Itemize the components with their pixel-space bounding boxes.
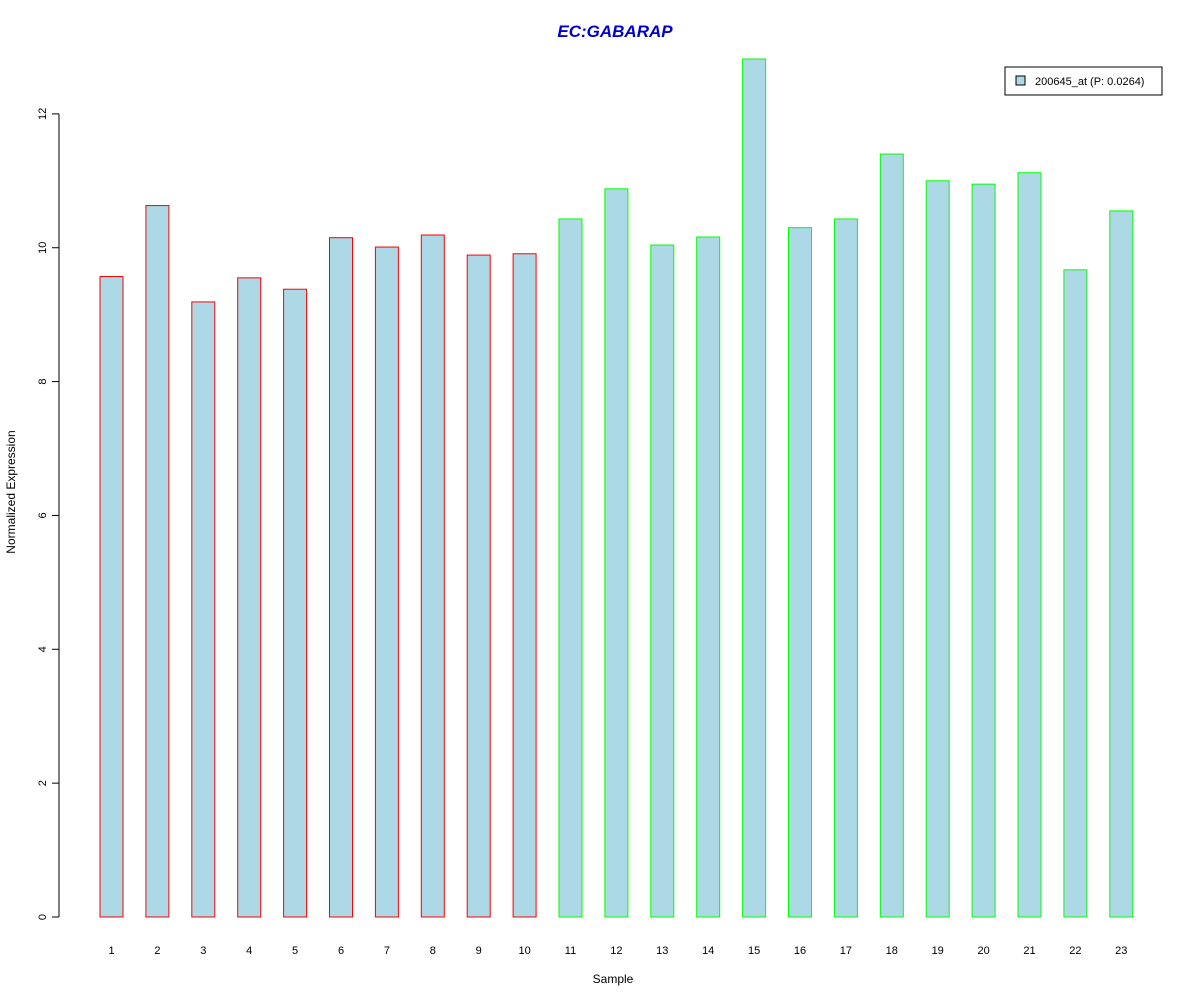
- y-tick-label: 4: [37, 646, 49, 652]
- y-tick-label: 2: [37, 780, 49, 786]
- x-tick-label: 16: [794, 945, 806, 957]
- x-tick-labels: 1 2 3 4 5 6 7 8 9 10 11 12 13 14 15 16 17 18 19 20 21 22 23: [108, 945, 1127, 957]
- x-tick-label: 11: [565, 945, 576, 957]
- y-tick-label: 12: [37, 108, 49, 120]
- x-tick-label: 13: [656, 945, 668, 957]
- x-tick-label: 4: [246, 945, 252, 957]
- legend-label: 200645_at (P: 0.0264): [1035, 76, 1144, 88]
- x-tick-label: 18: [886, 945, 898, 957]
- bar-sample-12: [604, 188, 629, 918]
- bar-sample-7: [374, 246, 399, 918]
- bar-sample-3: [191, 301, 216, 918]
- bar-sample-1: [99, 276, 124, 918]
- y-tick-label: 10: [37, 242, 49, 254]
- y-tick-label: 8: [37, 379, 49, 385]
- legend-box: [1004, 66, 1163, 96]
- bar-sample-18: [879, 153, 904, 918]
- bar-sample-9: [466, 254, 491, 918]
- bar-sample-6: [329, 237, 353, 918]
- bar-sample-11: [558, 218, 583, 918]
- x-axis-label: Sample: [593, 972, 634, 986]
- x-tick-label: 5: [292, 945, 298, 957]
- bar-sample-13: [650, 244, 675, 918]
- x-tick-label: 12: [610, 945, 622, 957]
- x-tick-label: 21: [1023, 945, 1035, 957]
- y-axis: 0 2 4 6 8 10 12: [37, 108, 60, 920]
- y-tick-label: 6: [37, 512, 49, 518]
- bar-sample-2: [145, 205, 170, 918]
- bar-sample-20: [971, 183, 996, 918]
- x-tick-label: 20: [977, 945, 989, 957]
- chart-title: EC:GABARAP: [557, 22, 673, 41]
- x-tick-label: 14: [702, 945, 714, 957]
- bar-sample-19: [925, 180, 950, 918]
- bar-sample-10: [512, 253, 537, 918]
- legend-swatch: [1015, 75, 1026, 86]
- y-axis-label: Normalized Expression: [4, 430, 18, 553]
- x-tick-label: 7: [384, 945, 390, 957]
- bar-sample-5: [283, 288, 308, 918]
- x-tick-label: 19: [932, 945, 944, 957]
- bar-sample-8: [420, 234, 445, 918]
- bar-sample-16: [788, 227, 812, 918]
- x-tick-label: 15: [748, 945, 760, 957]
- bar-sample-15: [742, 58, 767, 918]
- bar-sample-4: [237, 277, 262, 918]
- bar-sample-17: [833, 218, 858, 918]
- bar-sample-21: [1017, 172, 1042, 918]
- x-tick-label: 10: [518, 945, 530, 957]
- x-tick-label: 9: [476, 945, 482, 957]
- x-tick-label: 8: [430, 945, 436, 957]
- bar-sample-14: [696, 236, 721, 918]
- y-tick-label: 0: [37, 914, 49, 920]
- x-tick-label: 23: [1115, 945, 1127, 957]
- x-tick-label: 22: [1069, 945, 1081, 957]
- bar-sample-23: [1109, 210, 1134, 918]
- bar-sample-22: [1063, 269, 1088, 918]
- x-tick-label: 3: [200, 945, 206, 957]
- x-tick-label: 1: [108, 945, 114, 957]
- x-tick-label: 17: [840, 945, 852, 957]
- x-tick-label: 6: [338, 945, 344, 957]
- legend: 200645_at (P: 0.0264): [1004, 66, 1163, 96]
- bars: [99, 58, 1134, 918]
- x-tick-label: 2: [154, 945, 160, 957]
